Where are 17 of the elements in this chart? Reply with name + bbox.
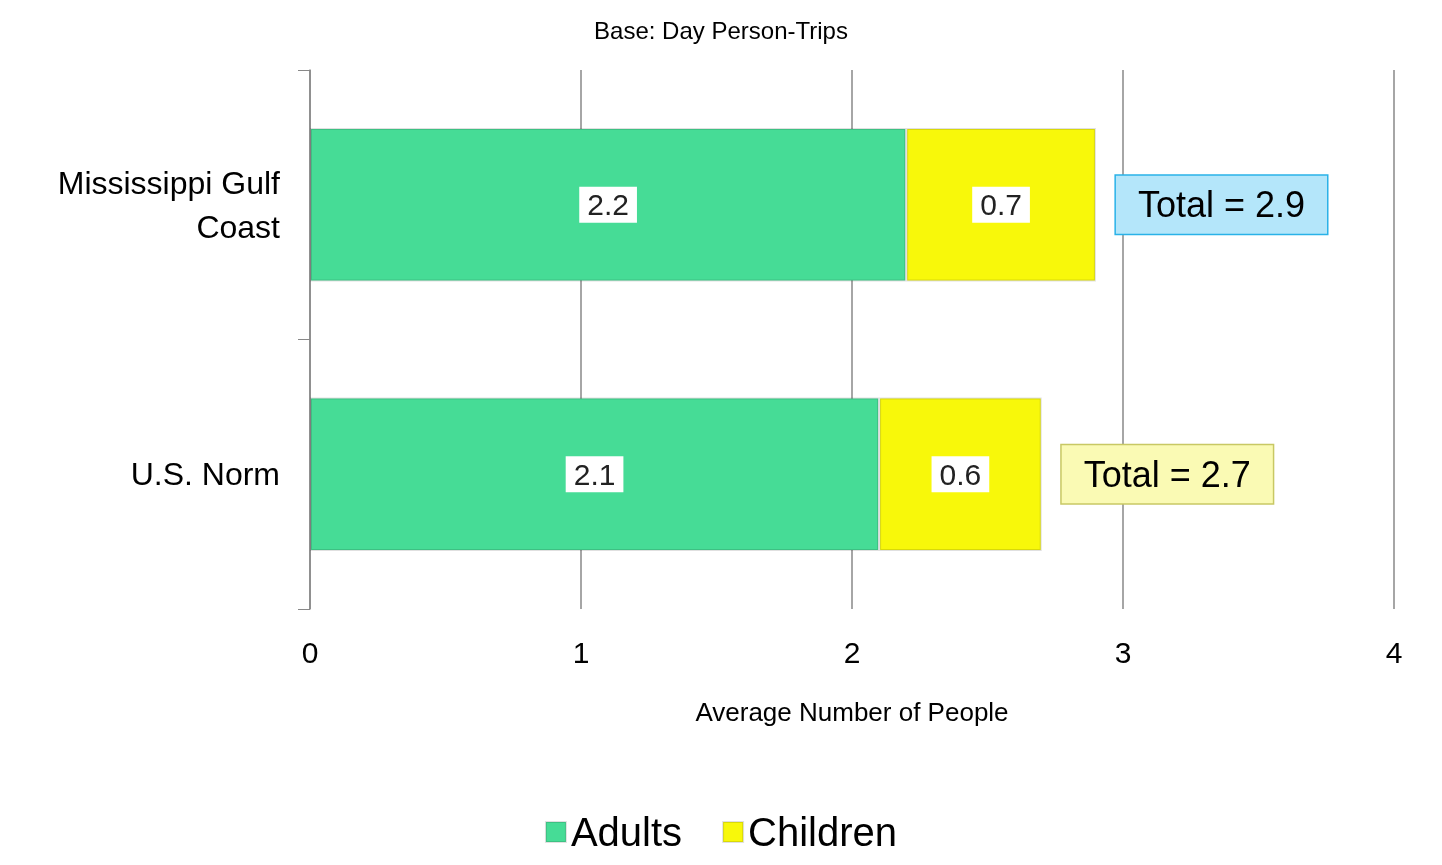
data-label: 0.6 (939, 457, 982, 491)
data-label: 2.2 (587, 188, 629, 222)
chart-title: Base: Day Person-Trips (594, 16, 848, 44)
y-tick-label: U.S. Norm (130, 456, 280, 493)
x-tick-label: 4 (1385, 635, 1403, 669)
legend-label: Adults (570, 810, 683, 854)
y-tick-label: Mississippi Gulf Coast (57, 164, 281, 245)
legend-label: Children (748, 810, 898, 854)
x-tick-label: 3 (1114, 635, 1132, 669)
x-tick-label: 1 (572, 635, 590, 669)
x-tick-label: 0 (301, 635, 319, 669)
data-label: 0.7 (980, 188, 1022, 222)
x-axis-title: Average Number of People (695, 697, 1009, 727)
data-label: 2.1 (573, 457, 616, 491)
x-tick-label: 2 (843, 635, 861, 669)
total-label: Total = 2.9 (1137, 184, 1306, 226)
total-label: Total = 2.7 (1083, 453, 1251, 495)
